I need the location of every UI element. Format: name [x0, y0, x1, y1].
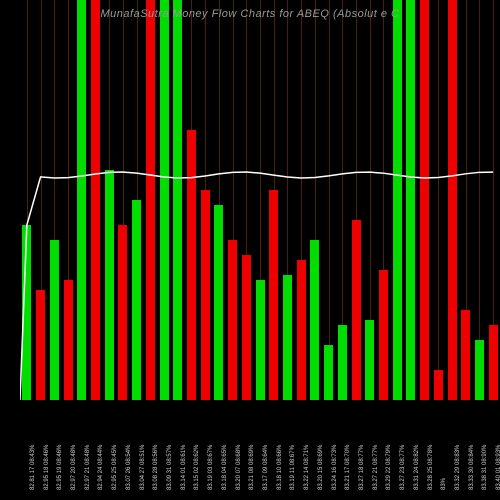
bar [214, 205, 223, 400]
x-axis-label: 82.94 24 08:44% [98, 445, 104, 490]
x-axis-label: 83.28 25 08:78% [428, 445, 434, 490]
x-axis-label: 83.27 23 08:77% [400, 445, 406, 490]
x-axis-label: 82.97 21 08:48% [85, 445, 91, 490]
bar [365, 320, 374, 400]
bar [105, 170, 114, 400]
x-axis-label: 82.95 25 08:45% [112, 445, 118, 490]
x-axis-label: 83.22 14 08:71% [304, 445, 310, 490]
x-axis-label: 83.07 26 08:54% [126, 445, 132, 490]
x-axis-label: 83% [441, 478, 447, 490]
x-axis-label: 83.14 01 08:61% [181, 445, 187, 490]
x-axis-label: 83.18 04 08:65% [222, 445, 228, 490]
x-axis-label: 83.15 02 08:62% [194, 445, 200, 490]
x-axis-label: 83.17 09 08:64% [263, 445, 269, 490]
x-axis-label: 83.20 15 08:69% [318, 445, 324, 490]
x-axis-label: 83.27 21 08:77% [373, 445, 379, 490]
x-axis-label: 83.19 11 08:67% [290, 445, 296, 490]
x-axis-label: 83.09 31 08:57% [167, 445, 173, 490]
bar [50, 240, 59, 400]
x-axis-label: 83.32 29 08:83% [455, 445, 461, 490]
bar [324, 345, 333, 400]
grid-line [438, 0, 439, 400]
x-axis-label: 83.24 16 08:73% [332, 445, 338, 490]
bar [338, 325, 347, 400]
x-axis-label: 83.18 10 08:66% [277, 445, 283, 490]
bar [118, 225, 127, 400]
bar [420, 0, 429, 400]
x-axis-label: 83.29 22 08:79% [386, 445, 392, 490]
bar [77, 0, 86, 400]
x-axis-label: 83.27 18 08:77% [359, 445, 365, 490]
bar [461, 310, 470, 400]
bar [297, 260, 306, 400]
bar [201, 190, 210, 400]
x-axis-label: 83.21 08 08:69% [249, 445, 255, 490]
x-axis-label: 83.33 30 08:84% [469, 445, 475, 490]
x-axis-label: 83.19 03 08:67% [208, 445, 214, 490]
bar [448, 0, 457, 400]
bar [146, 0, 155, 400]
bar [22, 225, 31, 400]
bar [310, 240, 319, 400]
x-axis-label: 82.81 17 08:43% [30, 445, 36, 490]
bar [434, 370, 443, 400]
x-axis-label: 83.20 07 08:68% [236, 445, 242, 490]
bar [173, 0, 182, 400]
chart-title: MunafaSutra Money Flow Charts for ABEQ (… [0, 8, 500, 20]
bar [187, 130, 196, 400]
bar [160, 0, 169, 400]
bar [379, 270, 388, 400]
bar [36, 290, 45, 400]
x-axis-label: 82.95 18 08:46% [44, 445, 50, 490]
bar [269, 190, 278, 400]
chart-plot-area [20, 0, 500, 400]
bar [489, 325, 498, 400]
x-axis-label: 83.38 31 08:90% [482, 445, 488, 490]
x-axis-labels: 82.81 17 08:43% 82.95 18 08:46% 82.95 19 0… [20, 405, 500, 495]
bar [91, 0, 100, 400]
bar [475, 340, 484, 400]
bar [228, 240, 237, 400]
bar [406, 0, 415, 400]
x-axis-label: 83.08 28 08:56% [153, 445, 159, 490]
bar [256, 280, 265, 400]
x-axis-label: 83.31 24 08:82% [414, 445, 420, 490]
x-axis-label: 82.95 19 08:46% [57, 445, 63, 490]
bar [242, 255, 251, 400]
x-axis-label: 82.97 20 08:48% [71, 445, 77, 490]
bar [283, 275, 292, 400]
x-axis-label: 83.40 01 08:93% [496, 445, 500, 490]
grid-line [329, 0, 330, 400]
x-axis-label: 83.04 27 08:51% [140, 445, 146, 490]
bar [132, 200, 141, 400]
bar [64, 280, 73, 400]
bar [393, 0, 402, 400]
x-axis-label: 83.21 17 08:70% [345, 445, 351, 490]
bar [352, 220, 361, 400]
